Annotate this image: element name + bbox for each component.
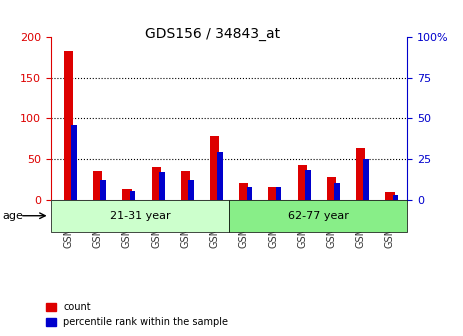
Bar bbox=[327, 177, 336, 200]
Bar bbox=[385, 192, 394, 200]
Bar bbox=[181, 171, 190, 200]
Text: 62-77 year: 62-77 year bbox=[288, 211, 349, 221]
Bar bbox=[130, 192, 135, 200]
Bar bbox=[122, 189, 131, 200]
Bar bbox=[71, 125, 77, 200]
Bar bbox=[64, 51, 73, 200]
Bar bbox=[269, 186, 278, 200]
Bar bbox=[210, 136, 219, 200]
Text: GDS156 / 34843_at: GDS156 / 34843_at bbox=[145, 27, 281, 41]
Bar bbox=[276, 186, 282, 200]
Bar bbox=[188, 180, 194, 200]
Bar bbox=[239, 182, 248, 200]
Bar bbox=[247, 186, 252, 200]
Bar bbox=[218, 153, 223, 200]
Text: 21-31 year: 21-31 year bbox=[110, 211, 170, 221]
Bar bbox=[363, 159, 369, 200]
Bar bbox=[356, 149, 365, 200]
Bar bbox=[334, 183, 340, 200]
Bar bbox=[305, 170, 311, 200]
Legend: count, percentile rank within the sample: count, percentile rank within the sample bbox=[42, 298, 232, 331]
Text: age: age bbox=[2, 211, 23, 221]
Bar bbox=[93, 171, 102, 200]
Bar bbox=[298, 165, 307, 200]
Bar bbox=[159, 172, 164, 200]
Bar bbox=[151, 167, 161, 200]
Bar bbox=[393, 195, 398, 200]
Bar bbox=[100, 180, 106, 200]
